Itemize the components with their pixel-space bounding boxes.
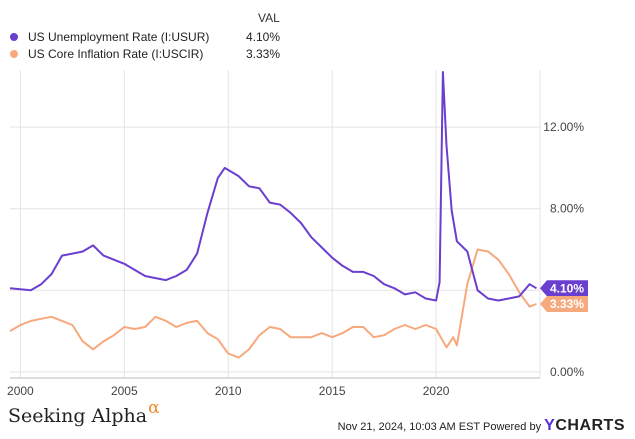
badge-value: 3.33% — [550, 297, 584, 311]
x-tick-label: 2015 — [319, 384, 346, 398]
seeking-alpha-logo: Seeking Alphaα — [8, 398, 160, 427]
legend-label-unemployment: US Unemployment Rate (I:USUR) — [28, 30, 210, 44]
brand-name: Seeking Alpha — [8, 405, 148, 427]
badge-shape — [540, 295, 588, 312]
badge-inflation: 3.33% — [540, 295, 588, 312]
legend-item-unemployment[interactable]: US Unemployment Rate (I:USUR) 4.10% — [10, 30, 280, 46]
footer-meta: Nov 21, 2024, 10:03 AM EST Powered by YC… — [338, 417, 625, 435]
badge-value: 4.10% — [550, 281, 584, 295]
value-badges: 4.10% 3.33% — [540, 280, 588, 312]
badge-unemployment: 4.10% — [540, 280, 588, 297]
ycharts-rest: CHARTS — [555, 417, 625, 434]
timestamp: Nov 21, 2024, 10:03 AM EST Powered by — [337, 421, 542, 433]
legend: VAL US Unemployment Rate (I:USUR) 4.10% … — [0, 0, 300, 70]
legend-dot-inflation — [10, 50, 18, 58]
legend-item-inflation[interactable]: US Core Inflation Rate (I:USCIR) 3.33% — [10, 47, 280, 63]
gridlines — [10, 70, 540, 378]
legend-value-inflation: 3.33% — [245, 47, 280, 61]
ycharts-logo: YCHARTS — [544, 417, 625, 434]
badge-shape — [540, 280, 588, 297]
legend-dot-unemployment — [10, 33, 18, 41]
legend-value-unemployment: 4.10% — [245, 30, 280, 44]
series-line-inflation[interactable] — [9, 248, 537, 359]
legend-label-inflation: US Core Inflation Rate (I:USCIR) — [28, 47, 204, 61]
ycharts-y: Y — [544, 417, 556, 434]
x-tick-label: 2000 — [7, 384, 34, 398]
y-tick-label: 0.00% — [550, 365, 584, 379]
y-tick-label: 12.00% — [543, 120, 584, 134]
brand-alpha-mark: α — [148, 398, 160, 418]
y-tick-label: 8.00% — [550, 202, 584, 216]
series-lines — [9, 71, 538, 359]
x-tick-label: 2005 — [111, 384, 138, 398]
legend-header: VAL — [258, 11, 280, 25]
x-tick-label: 2020 — [423, 384, 450, 398]
x-tick-label: 2010 — [215, 384, 242, 398]
series-line-unemployment[interactable] — [9, 71, 538, 302]
